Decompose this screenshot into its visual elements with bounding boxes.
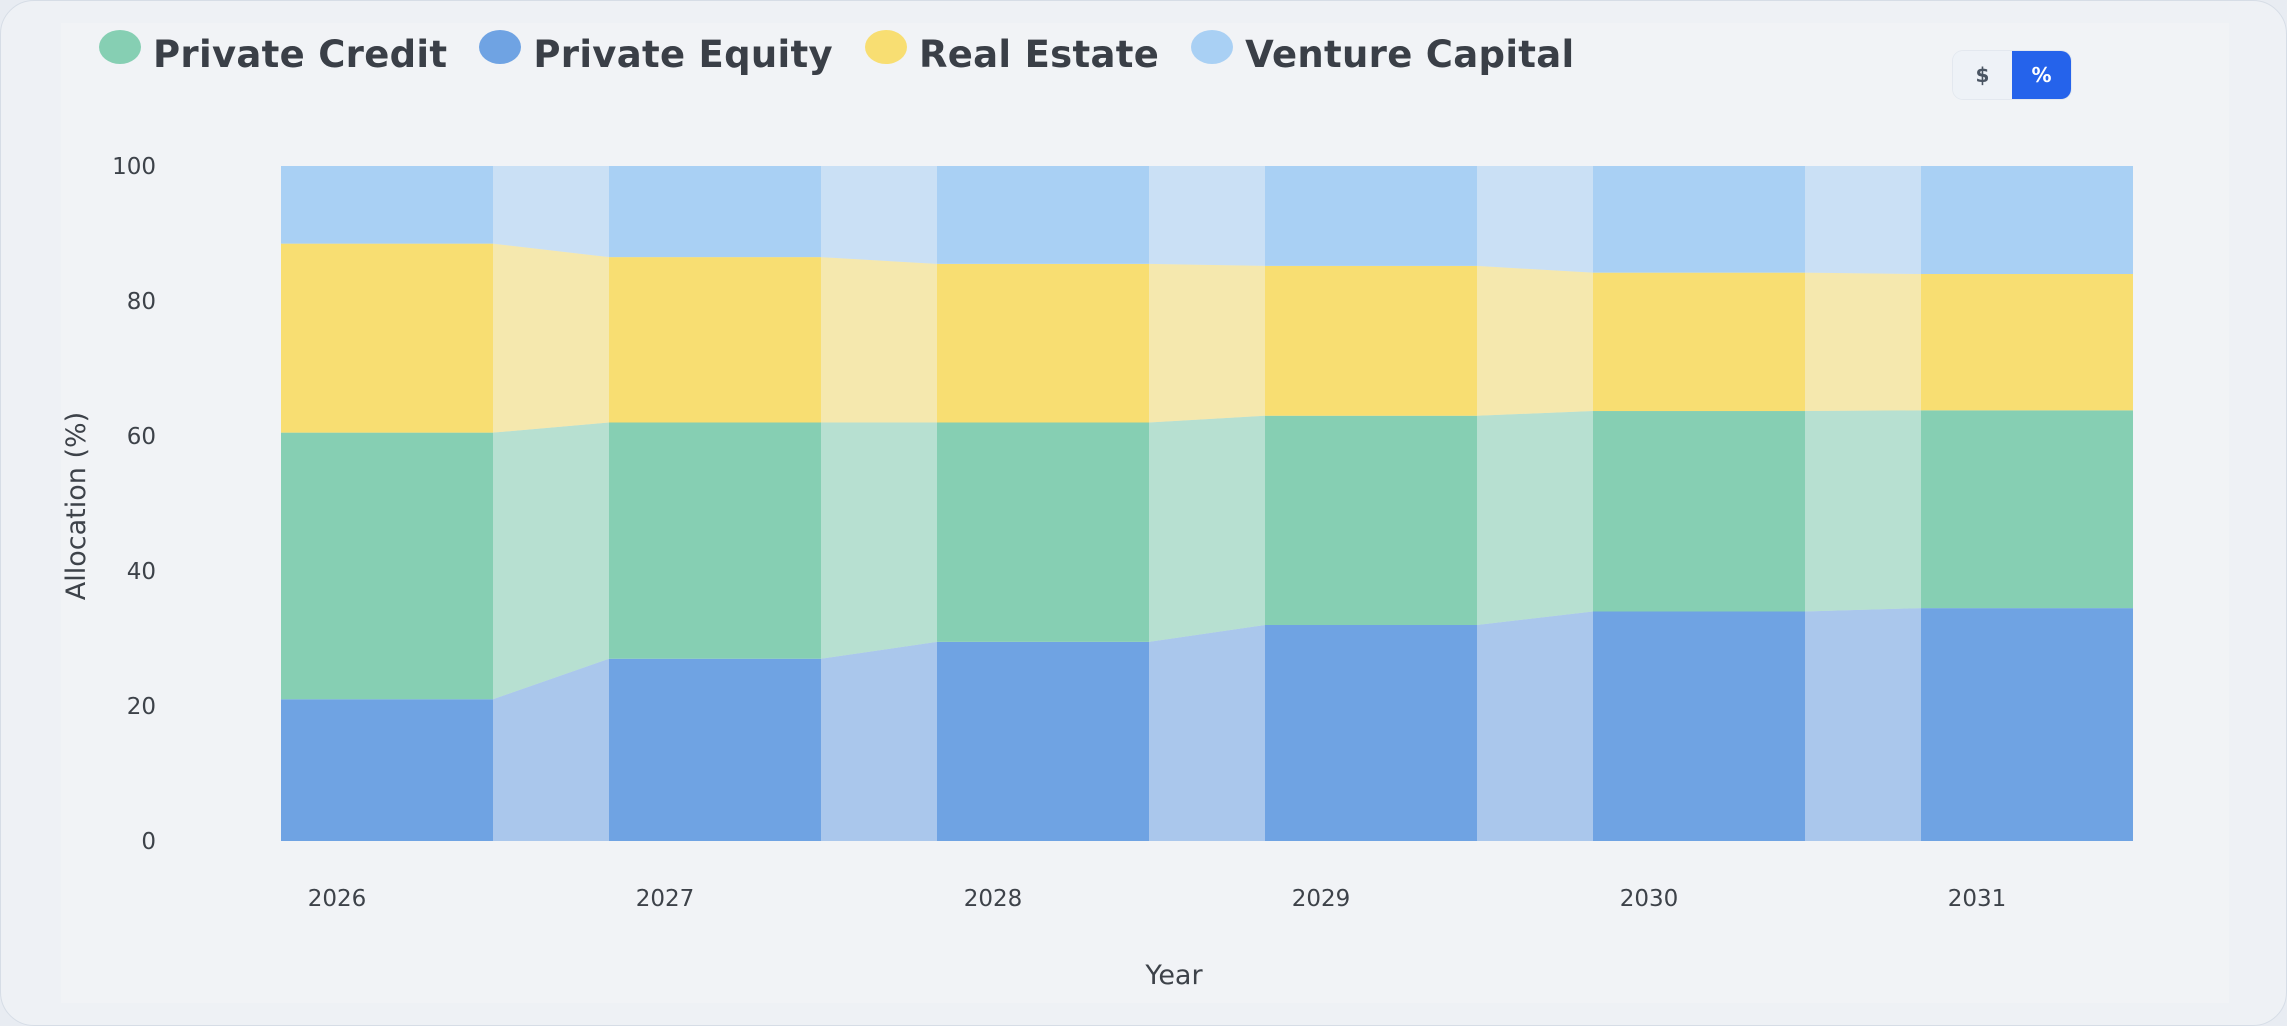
connector-area-real-estate: [1477, 265, 1593, 416]
connector-areas: [493, 166, 1921, 841]
bar-private-equity-2028[interactable]: [937, 641, 1149, 841]
bar-private-credit-2031[interactable]: [1921, 410, 2133, 609]
bar-real-estate-2029[interactable]: [1265, 265, 1477, 416]
connector-area-private-credit: [1805, 410, 1921, 612]
connector-area-private-equity: [1477, 611, 1593, 841]
connector-area-private-credit: [1477, 411, 1593, 625]
connector-area-private-equity: [493, 658, 609, 841]
y-tick-label: 0: [141, 829, 156, 855]
y-tick-label: 60: [127, 424, 156, 450]
bar-private-credit-2028[interactable]: [937, 422, 1149, 642]
chart-legend: Private Credit Private Equity Real Estat…: [99, 29, 1607, 76]
y-tick-label: 80: [127, 289, 156, 315]
bar-private-equity-2029[interactable]: [1265, 625, 1477, 841]
percent-toggle-button[interactable]: %: [2012, 51, 2071, 99]
x-axis-title: Year: [1144, 960, 1203, 991]
connector-area-private-credit: [1149, 415, 1265, 642]
legend-swatch-private-equity: [479, 29, 522, 64]
connector-area-real-estate: [493, 243, 609, 433]
stacked-bars: [281, 166, 2133, 841]
bar-private-equity-2026[interactable]: [281, 699, 493, 841]
bar-venture-capital-2028[interactable]: [937, 166, 1149, 264]
legend-swatch-private-credit: [99, 29, 141, 64]
legend-swatch-real-estate: [864, 29, 907, 64]
dollar-toggle-button[interactable]: $: [1953, 51, 2012, 99]
bar-real-estate-2026[interactable]: [281, 243, 493, 433]
bar-venture-capital-2029[interactable]: [1265, 166, 1477, 266]
legend-item-private-equity[interactable]: Private Equity: [479, 29, 833, 76]
x-axis-ticks: 2026 2027 2028 2029 2030 2031: [308, 886, 2007, 912]
y-axis-title: Allocation (%): [61, 412, 92, 600]
legend-item-real-estate[interactable]: Real Estate: [864, 29, 1160, 76]
bar-venture-capital-2031[interactable]: [1921, 166, 2133, 274]
x-tick-label: 2029: [1292, 886, 1351, 912]
unit-toggle: $ %: [1953, 51, 2071, 99]
legend-label: Private Credit: [153, 33, 448, 76]
y-tick-label: 40: [127, 559, 156, 585]
y-axis-ticks: 0 20 40 60 80 100: [112, 154, 156, 855]
bar-private-credit-2026[interactable]: [281, 432, 493, 700]
y-tick-label: 100: [112, 154, 156, 180]
connector-area-private-equity: [1805, 608, 1921, 841]
legend-label: Private Equity: [533, 33, 833, 76]
x-tick-label: 2028: [964, 886, 1023, 912]
legend-label: Real Estate: [918, 33, 1160, 76]
connector-area-private-credit: [821, 422, 937, 659]
connector-area-real-estate: [821, 257, 937, 423]
connector-area-private-equity: [821, 641, 937, 841]
bar-real-estate-2028[interactable]: [937, 263, 1149, 423]
legend-swatch-venture-capital: [1191, 29, 1234, 64]
x-tick-label: 2026: [308, 886, 367, 912]
connector-area-venture-capital: [1477, 166, 1593, 273]
connector-area-venture-capital: [1149, 166, 1265, 266]
bar-real-estate-2031[interactable]: [1921, 274, 2133, 411]
legend-label: Venture Capital: [1245, 33, 1575, 76]
x-tick-label: 2027: [636, 886, 695, 912]
bar-real-estate-2027[interactable]: [609, 257, 821, 423]
x-tick-label: 2030: [1620, 886, 1679, 912]
x-tick-label: 2031: [1948, 886, 2007, 912]
connector-area-venture-capital: [821, 166, 937, 264]
legend-item-private-credit[interactable]: Private Credit: [99, 29, 448, 76]
connector-area-real-estate: [1149, 263, 1265, 423]
legend-item-venture-capital[interactable]: Venture Capital: [1191, 29, 1575, 76]
connector-area-real-estate: [1805, 272, 1921, 412]
bar-real-estate-2030[interactable]: [1593, 272, 1805, 412]
y-tick-label: 20: [127, 694, 156, 720]
bar-private-credit-2027[interactable]: [609, 422, 821, 659]
bar-venture-capital-2026[interactable]: [281, 166, 493, 244]
connector-area-venture-capital: [493, 166, 609, 258]
bar-private-credit-2030[interactable]: [1593, 411, 1805, 612]
bar-venture-capital-2027[interactable]: [609, 166, 821, 258]
connector-area-venture-capital: [1805, 166, 1921, 274]
bar-private-equity-2030[interactable]: [1593, 611, 1805, 842]
bar-private-equity-2031[interactable]: [1921, 608, 2133, 841]
bar-venture-capital-2030[interactable]: [1593, 166, 1805, 273]
connector-area-private-equity: [1149, 625, 1265, 841]
bar-private-credit-2029[interactable]: [1265, 415, 1477, 625]
connector-area-private-credit: [493, 422, 609, 700]
bar-private-equity-2027[interactable]: [609, 658, 821, 841]
